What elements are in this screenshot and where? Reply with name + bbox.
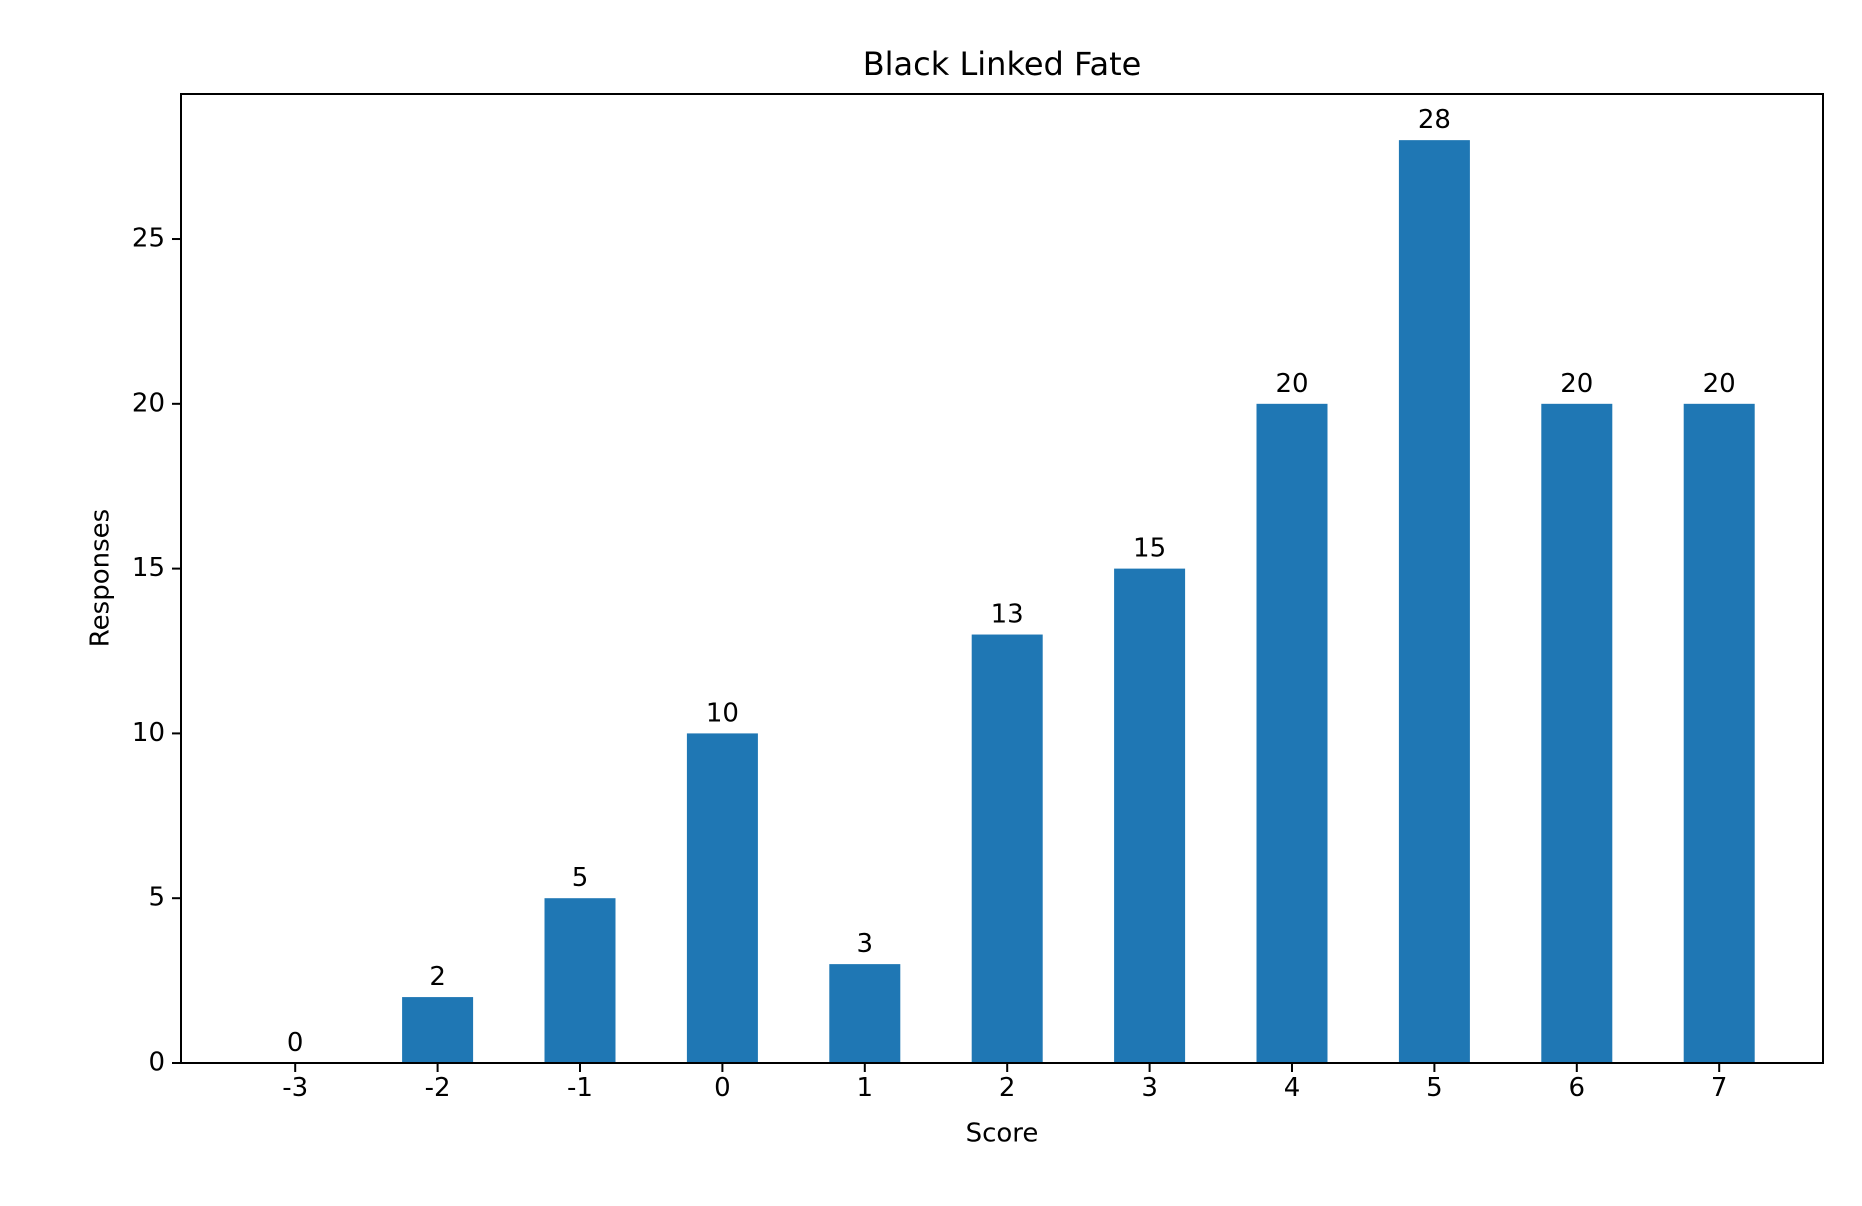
y-tick-label: 5 <box>148 883 165 913</box>
value-labels: 0 2 5 10 3 13 15 20 28 20 20 <box>287 105 1736 1058</box>
x-axis-label: Score <box>966 1119 1039 1149</box>
bar-value-label: 15 <box>1133 534 1166 564</box>
bar <box>971 634 1043 1063</box>
x-axis-ticks: -3 -2 -1 0 1 2 3 4 5 6 7 <box>282 1063 1727 1103</box>
bar <box>1398 140 1470 1064</box>
x-tick-label: 3 <box>1141 1073 1158 1103</box>
bar-value-label: 0 <box>287 1028 304 1058</box>
y-axis-label: Responses <box>86 509 116 647</box>
x-tick-label: 6 <box>1569 1073 1586 1103</box>
bar-value-label: 20 <box>1703 369 1736 399</box>
y-axis-ticks: 0 5 10 15 20 25 <box>132 224 181 1078</box>
x-tick-label: 0 <box>714 1073 731 1103</box>
bar-value-label: 13 <box>991 600 1024 630</box>
y-tick-label: 15 <box>132 553 165 583</box>
bar-value-label: 28 <box>1418 105 1451 135</box>
x-tick-label: -1 <box>567 1073 593 1103</box>
chart-title: Black Linked Fate <box>863 45 1142 83</box>
x-tick-label: 2 <box>999 1073 1016 1103</box>
x-tick-label: 1 <box>857 1073 874 1103</box>
x-tick-label: -2 <box>425 1073 451 1103</box>
x-tick-label: 4 <box>1284 1073 1301 1103</box>
bar-value-label: 10 <box>706 698 739 728</box>
bar-value-label: 20 <box>1275 369 1308 399</box>
x-tick-label: -3 <box>282 1073 308 1103</box>
plot-frame <box>180 93 1824 1064</box>
y-tick-label: 20 <box>132 388 165 418</box>
bar <box>686 733 758 1063</box>
bar <box>544 898 616 1063</box>
bar-value-label: 2 <box>429 962 446 992</box>
x-tick-label: 7 <box>1711 1073 1728 1103</box>
bar <box>1683 403 1755 1064</box>
bar <box>829 964 901 1063</box>
bar <box>1541 403 1613 1064</box>
y-tick-label: 25 <box>132 224 165 254</box>
y-tick-label: 0 <box>148 1048 165 1078</box>
bar <box>1256 403 1328 1064</box>
bar <box>402 997 474 1063</box>
bar-value-label: 20 <box>1560 369 1593 399</box>
bars <box>402 140 1755 1064</box>
bar-value-label: 5 <box>572 863 589 893</box>
y-tick-label: 10 <box>132 718 165 748</box>
x-tick-label: 5 <box>1426 1073 1443 1103</box>
bar <box>1114 568 1186 1063</box>
bar-value-label: 3 <box>857 929 874 959</box>
